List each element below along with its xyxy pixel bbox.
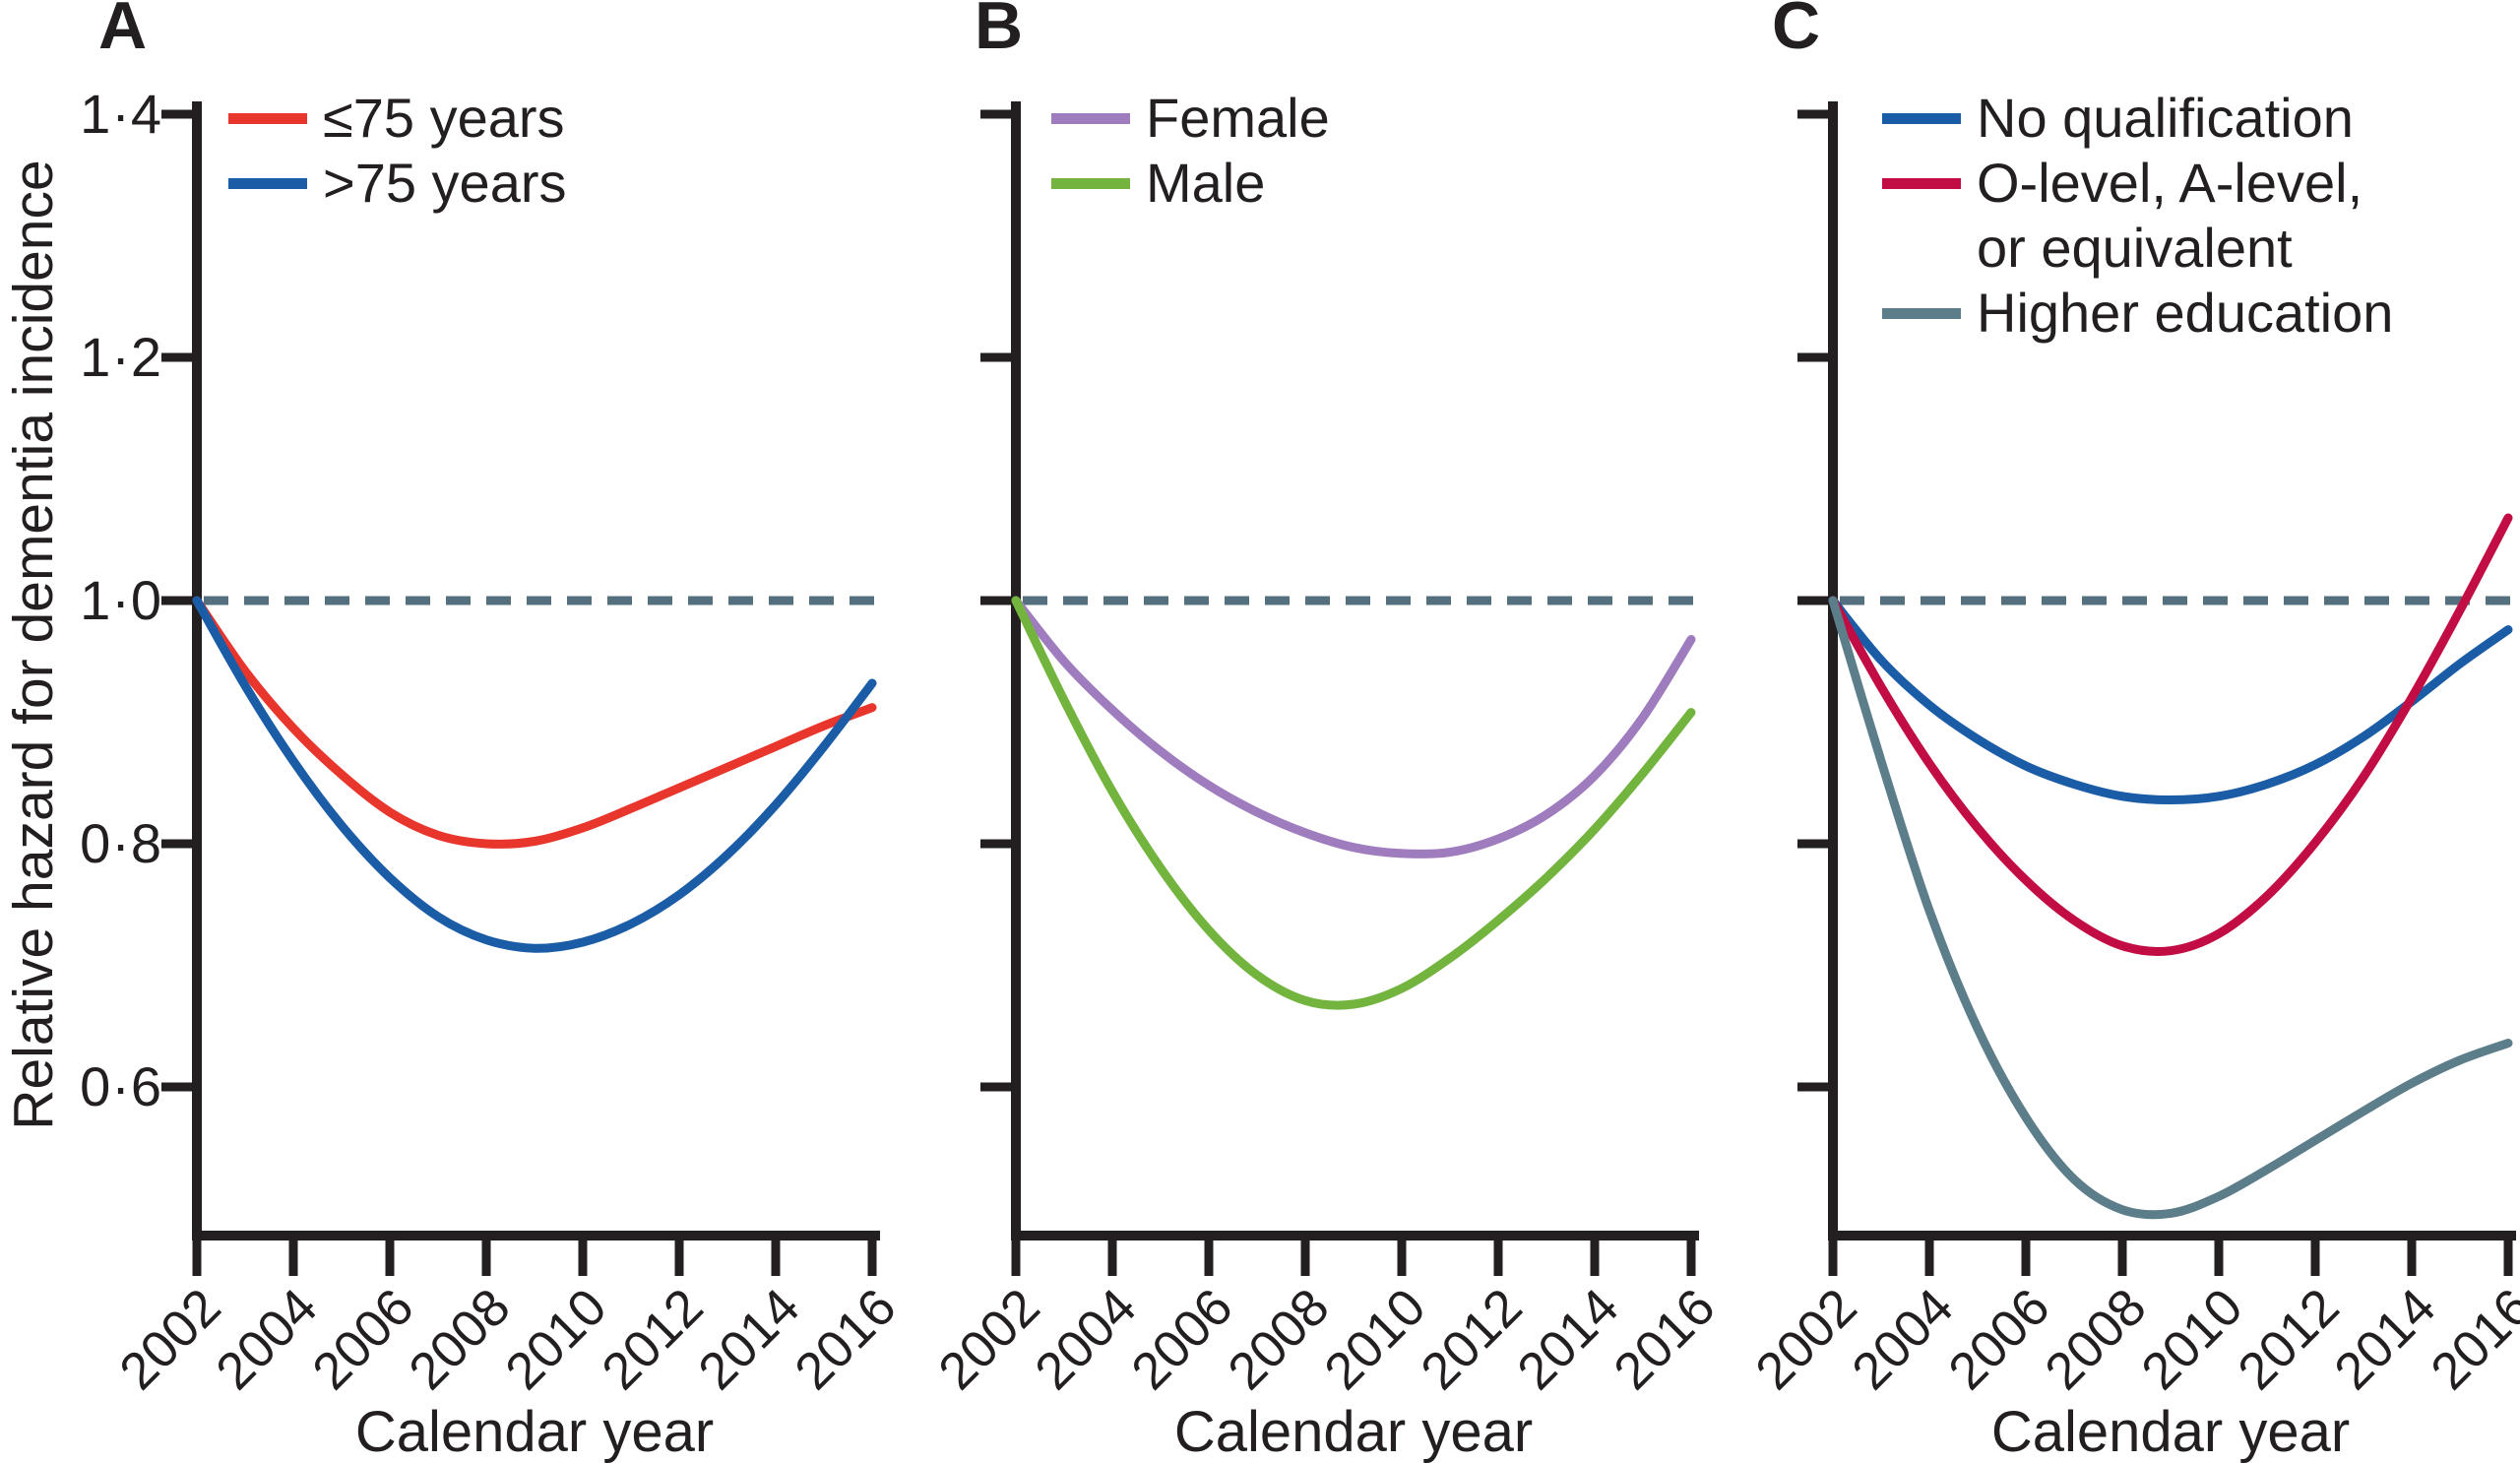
legend-swatch [1882, 112, 1961, 124]
series-line-Male [1011, 596, 1696, 1010]
series-line-Higher education [1828, 596, 2513, 1220]
legend-swatch [1051, 177, 1130, 189]
legend-swatch [1882, 307, 1961, 319]
panel-B: B 2002 2004 2006 2008 2010 2012 2014 2016 Femal… [847, 0, 1727, 1463]
legend-row: Higher education [1882, 286, 2393, 341]
legend-label: Higher education [1977, 282, 2394, 344]
panel-letter-C: C [1772, 0, 1821, 63]
legend-label: Female [1146, 87, 1330, 149]
panel-letter-A: A [98, 0, 148, 63]
panel-A: A 1·4 1·2 1·0 0·8 0·6 2002 2004 2006 2008 2010 20… [0, 0, 935, 1463]
legend-row: ≤75 years [228, 91, 565, 146]
panel-C: C 2002 2004 2006 2008 2010 2012 2014 2016 No qu… [1693, 0, 2520, 1463]
y-tick-label: 1·2 [80, 326, 162, 388]
y-tick-label: 1·4 [80, 83, 162, 145]
legend-row: Male [1051, 156, 1265, 211]
plot-C [1797, 101, 2516, 1276]
legend-row: or equivalent [1882, 221, 2293, 276]
legend-swatch [1882, 177, 1961, 189]
legend-row: >75 years [228, 156, 567, 211]
legend-label: ≤75 years [323, 87, 565, 149]
legend-label: O-level, A-level, [1977, 152, 2363, 214]
legend-swatch [228, 112, 307, 124]
x-axis-title-C: Calendar year [1990, 1400, 2351, 1463]
series-line-≤75 years [192, 596, 877, 849]
y-tick-label: 1·0 [80, 569, 162, 631]
series-line-Female [1011, 596, 1696, 859]
y-tick-label: 0·8 [80, 812, 162, 874]
legend-label: No qualification [1977, 87, 2354, 149]
x-axis-title-A: Calendar year [354, 1400, 715, 1463]
legend-row: Female [1051, 91, 1330, 146]
x-axis-title-B: Calendar year [1173, 1400, 1534, 1463]
legend-swatch [228, 177, 307, 189]
legend-swatch [1051, 112, 1130, 124]
legend-label: Male [1146, 152, 1266, 214]
series-line-O-level, A-level, or equivalent [1828, 513, 2513, 956]
panel-letter-B: B [975, 0, 1024, 63]
series-line->75 years [192, 596, 877, 953]
y-tick-label: 0·6 [80, 1055, 162, 1117]
legend-label: or equivalent [1977, 217, 2293, 279]
legend-row: O-level, A-level, [1882, 156, 2362, 211]
legend-row: No qualification [1882, 91, 2354, 146]
series-line-No qualification [1828, 596, 2513, 804]
plot-B [980, 101, 1699, 1276]
legend-label: >75 years [323, 152, 567, 214]
plot-A [161, 101, 880, 1276]
